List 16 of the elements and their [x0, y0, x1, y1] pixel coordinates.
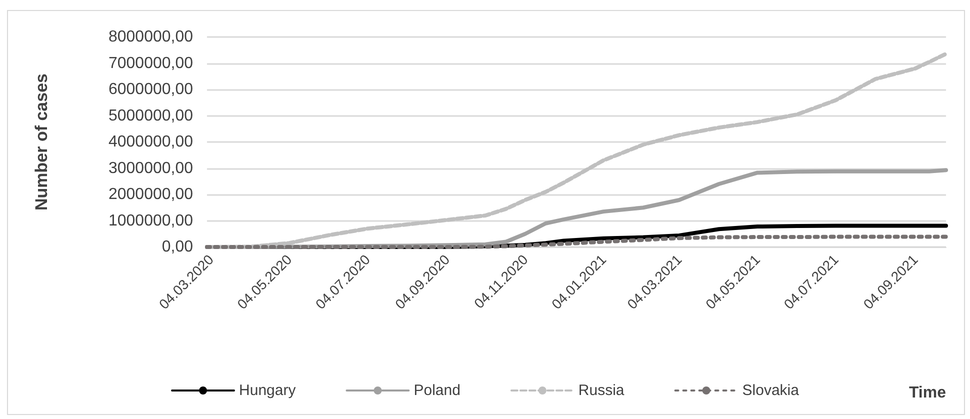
- legend-label: Russia: [578, 382, 625, 399]
- y-tick-label: 0,00: [162, 238, 194, 256]
- y-tick-label: 3000000,00: [108, 160, 194, 177]
- x-axis-title: Time: [908, 384, 946, 402]
- legend-label: Hungary: [239, 382, 296, 399]
- y-tick-label: 7000000,00: [108, 54, 194, 72]
- y-tick-label: 6000000,00: [108, 81, 194, 98]
- y-tick-label: 4000000,00: [108, 134, 194, 150]
- y-tick-label: 2000000,00: [108, 186, 194, 203]
- y-tick-label: 8000000,00: [108, 28, 194, 46]
- line-series: [205, 234, 948, 249]
- y-tick-label: 1000000,00: [108, 212, 194, 230]
- legend-label: Poland: [414, 382, 460, 399]
- y-tick-label: 5000000,00: [108, 107, 194, 124]
- y-axis-title: Number of cases: [32, 74, 51, 210]
- legend-label: Slovakia: [742, 382, 800, 399]
